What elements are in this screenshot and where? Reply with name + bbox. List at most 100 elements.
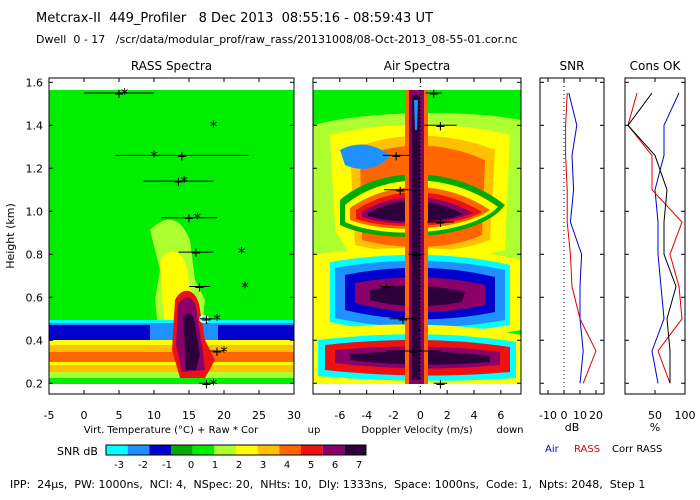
rass-frame bbox=[48, 77, 295, 395]
air-point: + bbox=[435, 119, 446, 134]
rass-cor-point: * bbox=[220, 343, 228, 361]
colorbar-label: 2 bbox=[236, 460, 242, 471]
rass-title: RASS Spectra bbox=[131, 59, 212, 73]
legend-rass: RASS bbox=[574, 444, 600, 455]
rass-x-tick-label: -5 bbox=[44, 409, 55, 422]
air-point: + bbox=[408, 345, 419, 360]
rass-raw-point: + bbox=[201, 377, 212, 392]
snr-frame bbox=[539, 77, 605, 395]
y-tick-label: 0.2 bbox=[26, 377, 44, 390]
air-frame bbox=[312, 77, 522, 395]
rass-raw-point: + bbox=[201, 313, 212, 328]
page-title: Metcrax-II 449_Profiler 8 Dec 2013 08:55… bbox=[36, 11, 433, 26]
air-x-tick-label: 2 bbox=[444, 409, 451, 422]
colorbar-label: 1 bbox=[212, 460, 218, 471]
rass-x-tick-label: 25 bbox=[252, 409, 266, 422]
colorbar-label: -2 bbox=[138, 460, 148, 471]
cons-line-rass bbox=[627, 92, 683, 384]
rass-raw-point: + bbox=[177, 149, 188, 164]
rass-x-tick-label: 0 bbox=[81, 409, 88, 422]
snr-x-label: dB bbox=[565, 421, 580, 434]
rass-cor-point: * bbox=[180, 173, 188, 191]
footer-params: IPP: 24µs, PW: 1000ns, NCI: 4, NSpec: 20… bbox=[10, 478, 646, 491]
air-point: + bbox=[435, 377, 446, 392]
y-tick-label: 1.4 bbox=[26, 119, 44, 132]
snr-x-tick-label: 0 bbox=[561, 409, 568, 422]
snr-x-tick-label: 20 bbox=[589, 409, 603, 422]
cons-x-label: % bbox=[650, 421, 660, 434]
snr-line-air bbox=[568, 92, 584, 384]
air-point: + bbox=[397, 313, 408, 328]
colorbar-label: -3 bbox=[114, 460, 124, 471]
air-point: + bbox=[435, 216, 446, 231]
rass-cor-point: * bbox=[241, 279, 249, 297]
colorbar-swatch bbox=[257, 445, 280, 455]
colorbar-label: 0 bbox=[188, 460, 194, 471]
colorbar-swatch bbox=[127, 445, 150, 455]
snr-x-tick-label: 10 bbox=[573, 409, 587, 422]
air-spectra-contours bbox=[313, 90, 521, 384]
y-tick-label: 1.0 bbox=[26, 205, 44, 218]
cons-frame bbox=[624, 77, 686, 395]
air-x-tick-label: 4 bbox=[471, 409, 478, 422]
rass-cor-point: * bbox=[238, 244, 246, 262]
colorbar-label: -1 bbox=[162, 460, 172, 471]
y-axis-label: Height (km) bbox=[4, 203, 17, 269]
dwell-info: Dwell 0 - 17 /scr/data/modular_prof/raw_… bbox=[36, 33, 518, 46]
colorbar-swatch bbox=[236, 445, 258, 455]
legend-air: Air bbox=[545, 444, 560, 455]
air-point: + bbox=[391, 149, 402, 164]
colorbar-swatch bbox=[106, 445, 128, 455]
y-tick-label: 1.2 bbox=[26, 162, 44, 175]
air-point: + bbox=[411, 248, 422, 263]
rass-raw-point: + bbox=[194, 281, 205, 296]
colorbar-label: 7 bbox=[356, 460, 362, 471]
colorbar-swatch bbox=[322, 445, 345, 455]
colorbar-swatch bbox=[344, 445, 366, 455]
air-title: Air Spectra bbox=[384, 59, 451, 73]
colorbar-label: 6 bbox=[332, 460, 338, 471]
rass-cor-point: * bbox=[213, 311, 221, 329]
rass-raw-point: + bbox=[114, 87, 125, 102]
rass-spectra-contours bbox=[49, 90, 294, 384]
air-x-label-up: up bbox=[308, 425, 321, 436]
air-x-tick-label: -4 bbox=[361, 409, 372, 422]
rass-x-tick-label: 15 bbox=[182, 409, 196, 422]
air-point: + bbox=[381, 281, 392, 296]
colorbar-title: SNR dB bbox=[57, 445, 98, 458]
rass-x-tick-label: 20 bbox=[217, 409, 231, 422]
y-tick-label: 1.6 bbox=[26, 76, 44, 89]
colorbar-swatch bbox=[171, 445, 193, 455]
cons-line-corr-rass bbox=[627, 92, 677, 384]
rass-x-tick-label: 30 bbox=[287, 409, 301, 422]
colorbar-swatch bbox=[279, 445, 301, 455]
colorbar-frame bbox=[105, 444, 367, 456]
rass-raw-point: + bbox=[212, 345, 223, 360]
rass-x-tick-label: 10 bbox=[147, 409, 161, 422]
air-x-label-down: down bbox=[497, 425, 524, 436]
colorbar-swatch bbox=[214, 445, 236, 455]
colorbar-label: 5 bbox=[308, 460, 314, 471]
y-tick-label: 0.4 bbox=[26, 334, 44, 347]
snr-title: SNR bbox=[560, 59, 585, 73]
air-x-tick-label: -2 bbox=[388, 409, 399, 422]
colorbar-swatch bbox=[301, 445, 323, 455]
rass-cor-point: * bbox=[150, 147, 158, 165]
air-x-tick-label: 0 bbox=[417, 409, 424, 422]
cons-title: Cons OK bbox=[630, 59, 682, 73]
colorbar-label: 4 bbox=[284, 460, 290, 471]
cons-line-air bbox=[651, 92, 680, 384]
rass-cor-point: * bbox=[210, 117, 218, 135]
air-x-label: Doppler Velocity (m/s) bbox=[361, 425, 472, 436]
rass-x-label: Virt. Temperature (°C) + Raw * Cor bbox=[84, 425, 259, 436]
air-x-tick-label: 6 bbox=[497, 409, 504, 422]
rass-x-tick-label: 5 bbox=[116, 409, 123, 422]
air-x-tick-label: -6 bbox=[334, 409, 345, 422]
rass-cor-point: * bbox=[210, 375, 218, 393]
colorbar-swatch bbox=[149, 445, 171, 455]
rass-raw-point: + bbox=[191, 246, 202, 261]
air-point: + bbox=[428, 87, 439, 102]
colorbar-label: 3 bbox=[260, 460, 266, 471]
y-tick-label: 0.6 bbox=[26, 291, 44, 304]
